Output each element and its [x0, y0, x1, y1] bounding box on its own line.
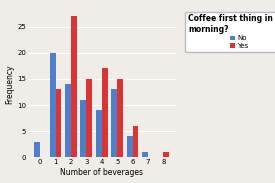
Bar — [56, 89, 61, 157]
Bar — [163, 152, 169, 157]
Bar — [50, 53, 56, 157]
Bar — [34, 142, 40, 157]
Bar — [111, 89, 117, 157]
Bar — [71, 16, 77, 157]
X-axis label: Number of beverages: Number of beverages — [60, 168, 143, 177]
Bar — [117, 79, 123, 157]
Bar — [96, 110, 102, 157]
Y-axis label: Frequency: Frequency — [5, 64, 14, 104]
Bar — [133, 126, 138, 157]
Bar — [127, 137, 133, 157]
Bar — [86, 79, 92, 157]
Bar — [81, 100, 86, 157]
Bar — [102, 68, 108, 157]
Bar — [142, 152, 148, 157]
Bar — [65, 84, 71, 157]
Legend: No, Yes: No, Yes — [185, 12, 275, 52]
